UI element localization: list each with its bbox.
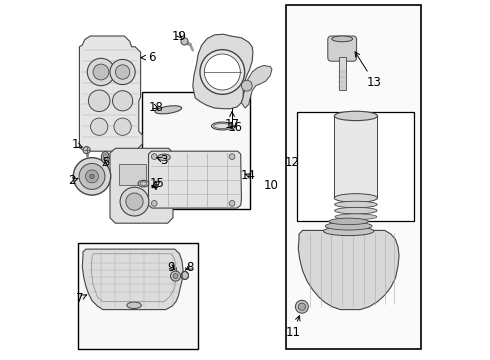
Ellipse shape [155,106,182,114]
Circle shape [242,80,252,91]
Circle shape [181,38,188,45]
Text: 5: 5 [101,156,109,169]
Circle shape [114,118,131,135]
Ellipse shape [335,214,377,220]
Circle shape [200,50,245,94]
Text: 9: 9 [168,261,175,274]
Circle shape [151,154,157,159]
Circle shape [93,64,109,80]
Text: 10: 10 [264,179,278,192]
Circle shape [113,91,133,111]
Ellipse shape [181,271,189,279]
Circle shape [88,90,110,112]
Ellipse shape [334,194,377,202]
Text: 19: 19 [172,30,187,42]
Polygon shape [193,34,253,109]
Polygon shape [82,249,183,310]
Text: 17: 17 [225,112,240,131]
Circle shape [295,300,308,313]
Circle shape [91,118,108,135]
Circle shape [229,154,235,159]
Ellipse shape [138,180,149,187]
Polygon shape [79,36,143,151]
Text: 7: 7 [76,292,87,305]
Text: 6: 6 [141,51,155,64]
Circle shape [83,147,90,154]
Circle shape [90,174,94,179]
Text: 13: 13 [355,52,382,89]
Ellipse shape [101,152,109,163]
Text: 8: 8 [186,261,194,274]
Bar [339,57,346,90]
Circle shape [74,158,111,195]
Ellipse shape [158,154,171,161]
Circle shape [120,187,149,216]
Bar [119,164,146,185]
Polygon shape [298,230,399,310]
Circle shape [173,274,178,279]
Ellipse shape [127,302,141,309]
Circle shape [151,201,157,206]
Ellipse shape [323,227,374,236]
Circle shape [116,65,130,79]
Text: 2: 2 [68,174,78,187]
Text: 3: 3 [157,154,167,167]
Text: 16: 16 [227,121,243,134]
Ellipse shape [334,111,377,121]
Circle shape [110,59,135,85]
Bar [297,112,414,221]
Circle shape [126,193,143,210]
Text: 18: 18 [148,101,163,114]
Text: 4: 4 [150,180,158,193]
Ellipse shape [212,122,233,130]
Circle shape [86,170,98,183]
Ellipse shape [332,36,353,42]
Text: 14: 14 [241,169,256,182]
Text: 12: 12 [284,156,299,169]
Ellipse shape [329,218,368,225]
Ellipse shape [335,207,377,214]
Bar [286,5,421,349]
Polygon shape [110,148,173,223]
Circle shape [229,201,235,206]
Polygon shape [148,151,242,208]
Circle shape [171,271,180,281]
Ellipse shape [325,222,372,230]
Bar [334,116,377,198]
Circle shape [204,54,240,90]
Text: 1: 1 [72,138,82,150]
Bar [77,243,198,349]
Polygon shape [242,66,272,108]
Circle shape [298,303,305,310]
Text: 15: 15 [150,177,165,190]
Ellipse shape [103,154,107,161]
Circle shape [87,58,115,86]
FancyBboxPatch shape [328,36,357,61]
Text: 11: 11 [285,316,300,339]
Bar [143,92,250,209]
Ellipse shape [335,201,377,208]
Circle shape [79,163,105,189]
